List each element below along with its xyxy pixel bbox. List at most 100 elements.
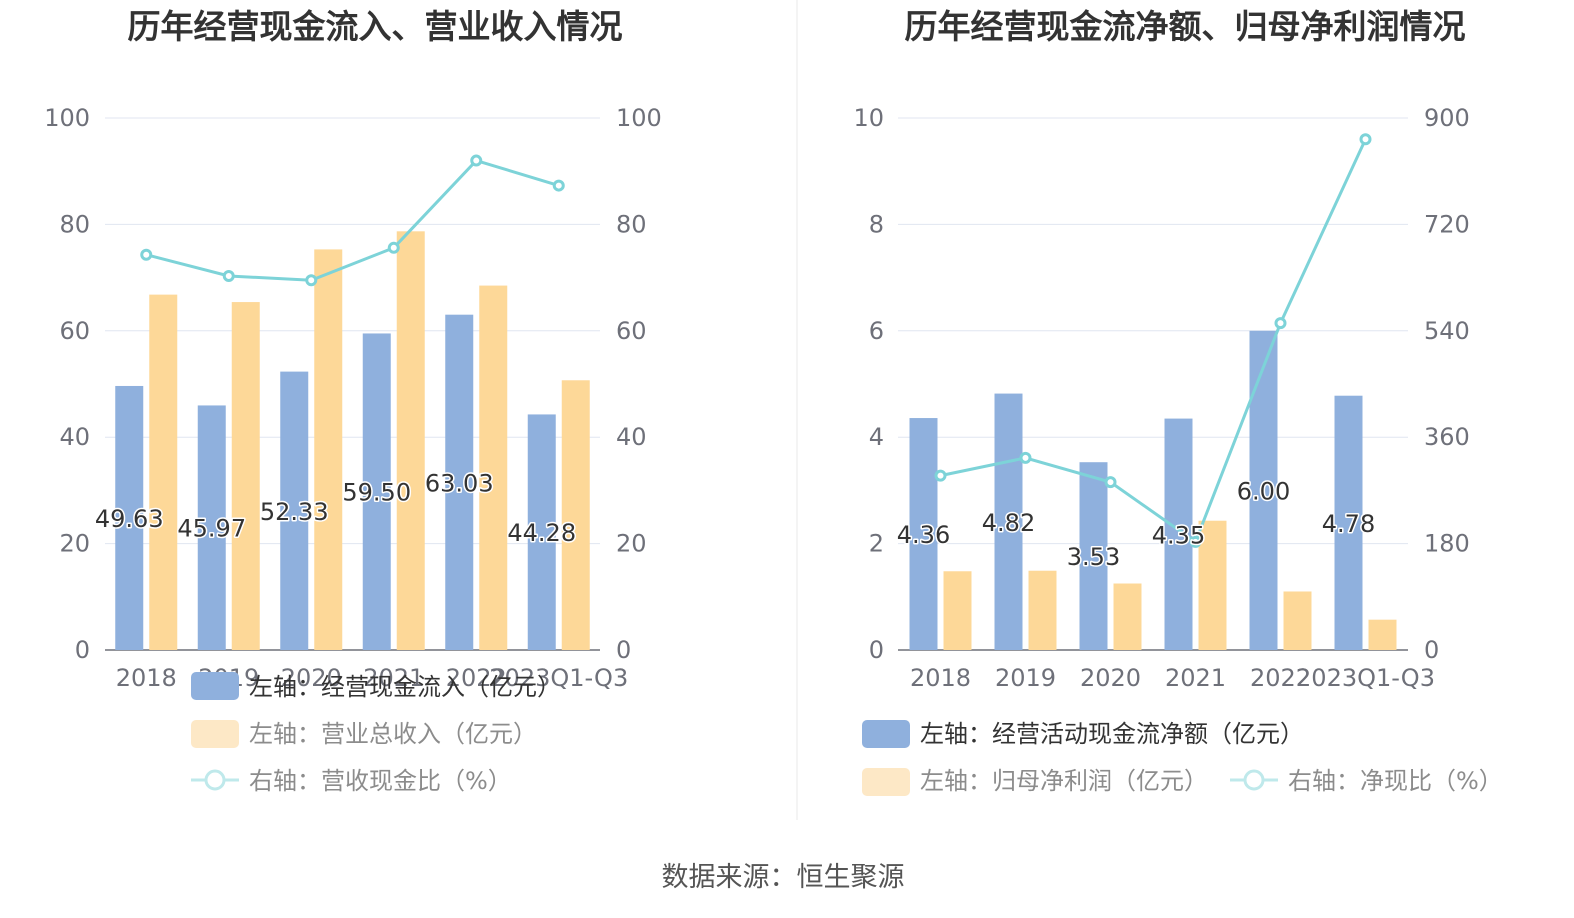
ratio-point (470, 154, 483, 167)
legend-label-cash-ratio: 右轴：营收现金比（%） (249, 767, 512, 795)
y-tick-left: 6 (869, 317, 884, 345)
legend-label-net-cashflow: 左轴：经营活动现金流净额（亿元） (920, 720, 1304, 748)
x-tick-label: 2022 (446, 664, 507, 692)
chart-title-left: 历年经营现金流入、营业收入情况 (128, 7, 623, 46)
bar-series2 (1113, 583, 1142, 650)
y-tick-right: 720 (1424, 210, 1470, 238)
legend-label-revenue: 左轴：营业总收入（亿元） (249, 720, 537, 748)
y-tick-right: 80 (616, 210, 647, 238)
legend-item-net-cashflow[interactable]: 左轴：经营活动现金流净额（亿元） (862, 720, 1304, 748)
bar-data-label: 52.33 (260, 498, 329, 526)
legend-item-cash-inflow[interactable]: 左轴：经营现金流入（亿元） (191, 672, 561, 701)
legend-label-net-cash-ratio: 右轴：净现比（%） (1288, 767, 1503, 795)
bar-series1 (445, 314, 474, 650)
bar-data-label: 4.36 (897, 521, 950, 549)
ratio-point (305, 274, 318, 287)
y-tick-left: 80 (59, 210, 90, 238)
bar-series2 (561, 380, 590, 650)
ratio-point (1104, 476, 1117, 489)
y-tick-right: 100 (616, 104, 662, 132)
bar-series1 (909, 418, 938, 650)
bar-series2 (1368, 619, 1397, 650)
bar-series2 (943, 571, 972, 650)
y-tick-left: 8 (869, 210, 884, 238)
bar-series1 (362, 333, 391, 650)
x-tick-label: 2018 (116, 664, 177, 692)
y-tick-left: 20 (59, 530, 90, 558)
ratio-point (552, 179, 565, 192)
y-tick-right: 360 (1424, 423, 1470, 451)
y-tick-right: 20 (616, 530, 647, 558)
bar-data-label: 4.82 (982, 509, 1035, 537)
legend-swatch-orange (862, 768, 910, 796)
ratio-point (934, 469, 947, 482)
x-tick-label: 2021 (363, 664, 424, 692)
bar-series1 (280, 371, 309, 650)
x-tick-label: 2018 (910, 664, 971, 692)
bar-series1 (994, 393, 1023, 650)
legend-swatch-blue (862, 720, 910, 748)
bar-data-label: 59.50 (342, 479, 411, 507)
y-tick-left: 0 (869, 636, 884, 664)
y-tick-left: 60 (59, 317, 90, 345)
bar-series1 (1079, 462, 1108, 650)
bar-series1 (1334, 395, 1363, 650)
x-tick-label: 2022 (1250, 664, 1311, 692)
y-tick-right: 0 (616, 636, 631, 664)
bar-series2 (314, 249, 343, 651)
bar-data-label: 4.78 (1322, 510, 1375, 538)
bar-series2 (1283, 591, 1312, 650)
y-tick-left: 100 (44, 104, 90, 132)
bar-data-label: 3.53 (1067, 543, 1120, 571)
bar-series1 (197, 405, 226, 650)
ratio-point (387, 241, 400, 254)
legend-item-net-cash-ratio[interactable]: 右轴：净现比（%） (1230, 767, 1503, 795)
x-tick-label: 2019 (995, 664, 1056, 692)
bar-data-label: 49.63 (95, 505, 164, 533)
bar-series2 (1028, 570, 1057, 650)
legend-swatch-orange (191, 720, 239, 748)
ratio-point (222, 270, 235, 283)
chart-left-plot: 0020204040606080801001002018201920202021… (44, 104, 662, 692)
legend-item-cash-ratio[interactable]: 右轴：营收现金比（%） (191, 767, 512, 795)
bar-data-label: 4.35 (1152, 521, 1205, 549)
y-tick-left: 4 (869, 423, 884, 451)
y-tick-right: 540 (1424, 317, 1470, 345)
bar-data-label: 44.28 (507, 519, 576, 547)
legend-swatch-blue (191, 672, 239, 700)
y-tick-right: 900 (1424, 104, 1470, 132)
bar-series1 (115, 385, 144, 650)
y-tick-left: 0 (75, 636, 90, 664)
bar-series2 (231, 302, 260, 650)
legend-label-cash-inflow: 左轴：经营现金流入（亿元） (249, 673, 561, 701)
bar-series2 (479, 285, 508, 650)
bar-series1 (527, 414, 556, 650)
chart-right-plot: 0 0 2 180 4 360 6 540 8 720 10 900 2018 2019 2020 2021 2… (853, 104, 1469, 692)
bar-series2 (396, 231, 425, 651)
legend-right: 左轴：经营活动现金流净额（亿元） 左轴：归母净利润（亿元） 右轴：净现比（%） (862, 720, 1503, 796)
legend-circle-icon (204, 769, 226, 791)
legend-left: 左轴：经营现金流入（亿元） 左轴：营业总收入（亿元） 右轴：营收现金比（%） (191, 672, 561, 795)
legend-circle-icon (1243, 769, 1265, 791)
legend-item-net-profit[interactable]: 左轴：归母净利润（亿元） (862, 767, 1208, 796)
x-tick-label: 2021 (1165, 664, 1226, 692)
bar-data-label: 6.00 (1237, 477, 1290, 505)
y-tick-right: 60 (616, 317, 647, 345)
y-tick-left: 40 (59, 423, 90, 451)
bar-series2 (149, 294, 178, 650)
legend-item-revenue[interactable]: 左轴：营业总收入（亿元） (191, 720, 537, 748)
ratio-point (1359, 133, 1372, 146)
x-tick-label: 2023Q1-Q3 (1296, 664, 1435, 692)
bar-data-label: 45.97 (177, 515, 246, 543)
ratio-line (940, 138, 1367, 545)
y-tick-right: 0 (1424, 636, 1439, 664)
x-tick-label: 2020 (281, 664, 342, 692)
x-tick-label: 2020 (1080, 664, 1141, 692)
bar-series1 (1164, 418, 1193, 650)
y-tick-right: 180 (1424, 530, 1470, 558)
ratio-point (140, 248, 153, 261)
ratio-point (1274, 317, 1287, 330)
bar-series1 (1249, 330, 1278, 650)
data-source: 数据来源：恒生聚源 (662, 862, 905, 893)
